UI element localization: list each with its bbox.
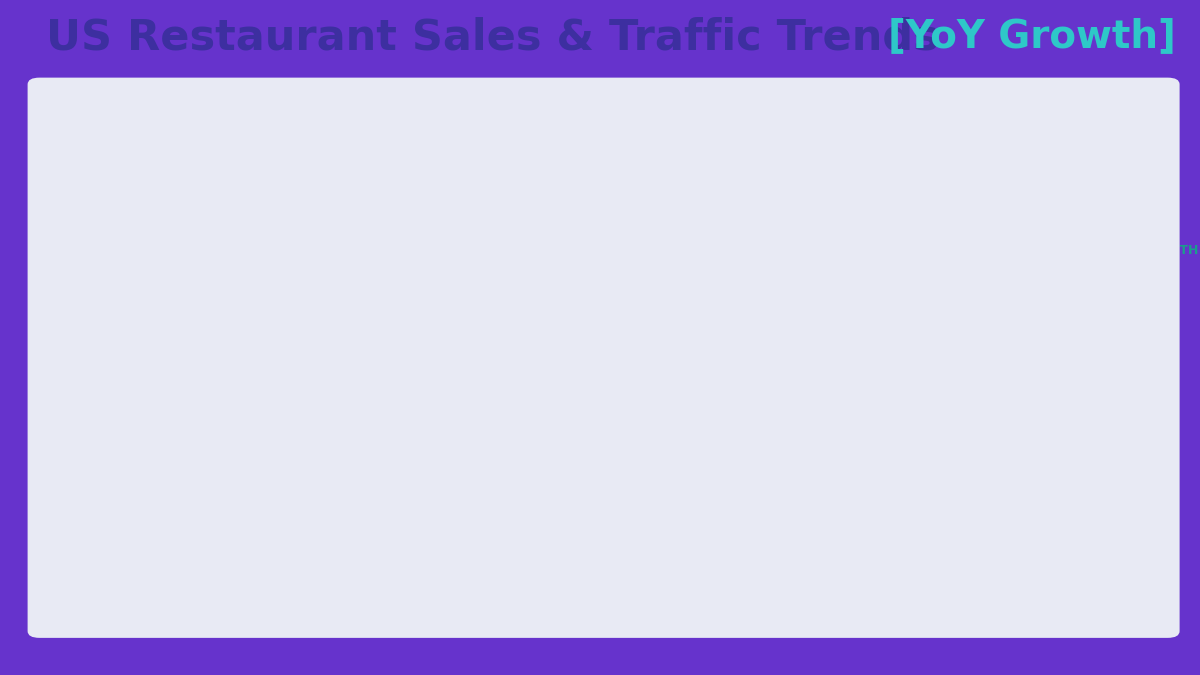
Text: One of the warmest
Decembers on record: One of the warmest Decembers on record [421, 113, 581, 143]
Text: Hottest recorded month;
Unemployment
highest in 2.5 yrs.: Hottest recorded month; Unemployment hig… [740, 152, 926, 199]
Text: Unusually wet &
cold January: Unusually wet & cold January [506, 193, 629, 223]
Text: [YoY Growth]: [YoY Growth] [888, 17, 1176, 55]
FancyBboxPatch shape [950, 319, 1061, 398]
Text: COMP TRAFFIC: COMP TRAFFIC [1073, 446, 1177, 460]
Text: -0.2%: -0.2% [978, 350, 1033, 367]
Text: COMP SALES: COMP SALES [1073, 352, 1163, 365]
FancyBboxPatch shape [950, 209, 1061, 290]
Text: US Restaurant Sales & Traffic Trends: US Restaurant Sales & Traffic Trends [46, 17, 938, 59]
Text: Lapping inflation Peak: Lapping inflation Peak [102, 113, 271, 126]
Text: PPA/PTA GROWTH: PPA/PTA GROWTH [1073, 243, 1198, 256]
Text: 2.8%: 2.8% [982, 241, 1030, 259]
Text: -2.9%: -2.9% [978, 444, 1033, 462]
FancyBboxPatch shape [950, 412, 1061, 493]
Text: Consumers begin
repaying student loans: Consumers begin repaying student loans [215, 152, 388, 182]
